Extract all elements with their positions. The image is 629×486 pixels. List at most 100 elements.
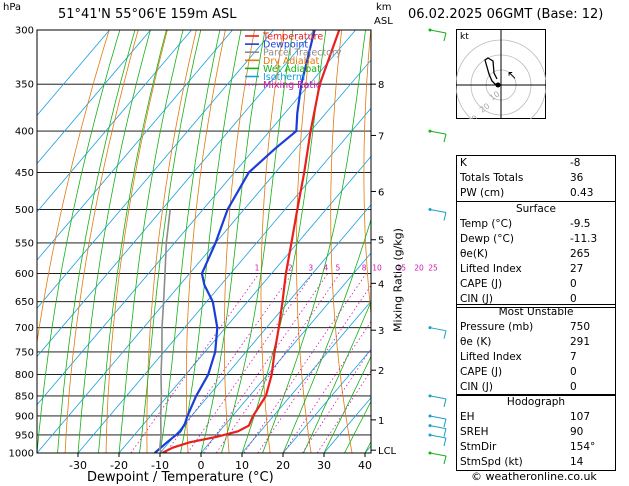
pressure-unit-label: hPa	[3, 2, 22, 13]
height-tick-label: 3	[378, 326, 384, 337]
wet-adiabat	[282, 218, 371, 453]
x-tick-label: 40	[358, 459, 372, 472]
surface-title: Surface	[515, 203, 556, 215]
wet-adiabat	[180, 30, 242, 453]
pw-label: PW (cm)	[460, 187, 505, 199]
surface-table: Surface Temp (°C) -9.5 Dewp (°C) -11.3 θe(…	[456, 201, 616, 308]
pressure-tick-label: 300	[15, 26, 34, 37]
isotherm	[241, 300, 371, 453]
dry-adiabat	[185, 30, 226, 453]
sfc-thetae-value: 265	[570, 248, 591, 260]
pressure-tick-label: 650	[15, 297, 34, 308]
wet-adiabat	[221, 30, 294, 453]
copyright-label: © weatheronline.co.uk	[471, 470, 597, 483]
mu-pressure-value: 750	[570, 321, 591, 333]
legend-label: Parcel Trajectory	[263, 48, 342, 59]
hodograph-table: Hodograph EH 107 SREH 90 StmDir 154° StmSpd…	[456, 394, 616, 471]
dry-adiabat	[260, 30, 284, 453]
km-unit-label: km	[376, 2, 392, 13]
hodo-origin-marker	[495, 82, 501, 88]
x-tick-label: -10	[151, 459, 169, 472]
sfc-cape-label: CAPE (J)	[460, 278, 503, 290]
sfc-cin-value: 0	[570, 293, 577, 305]
mixing-ratio-line	[203, 273, 329, 453]
mu-pressure-label: Pressure (mb)	[460, 321, 534, 333]
wind-barb	[443, 418, 447, 428]
totals-label: Totals Totals	[460, 172, 524, 184]
height-tick-label: 4	[378, 279, 384, 290]
wind-barb-station	[428, 433, 432, 437]
mixing-ratio-label: 1	[255, 264, 260, 273]
wind-barb	[429, 208, 447, 213]
wet-adiabat	[139, 30, 202, 453]
height-tick-label: 5	[378, 236, 384, 247]
legend-label: Wet Adiabat	[263, 64, 321, 75]
wet-adiabat	[37, 30, 121, 453]
isotherm	[77, 107, 371, 453]
wet-adiabat	[262, 30, 366, 453]
parcel-trajectory-line	[158, 209, 171, 453]
isotherm	[37, 30, 315, 358]
wind-barb-station	[428, 424, 432, 428]
x-tick-label: 20	[276, 459, 290, 472]
mixing-ratio-line	[316, 370, 371, 453]
wet-adiabat	[118, 30, 184, 453]
hodograph-title: Hodograph	[506, 396, 566, 408]
mixing-ratio-label: 20	[414, 264, 424, 273]
sfc-temp-label: Temp (°C)	[460, 218, 513, 230]
wind-barb	[443, 330, 447, 339]
isotherm	[118, 155, 371, 453]
eh-value: 107	[570, 411, 591, 423]
legend-label: Mixing Ratio	[263, 80, 322, 91]
sfc-dewp-label: Dewp (°C)	[460, 233, 514, 245]
mixing-ratio-label: 10	[372, 264, 382, 273]
wet-adiabat	[303, 300, 371, 453]
stmspd-value: 14	[570, 456, 584, 468]
wind-barb	[429, 327, 447, 332]
wet-adiabat	[344, 400, 371, 453]
stmdir-value: 154°	[570, 441, 596, 453]
wind-barb	[443, 32, 447, 42]
x-tick-label: 10	[235, 459, 249, 472]
mixing-ratio-line	[215, 273, 341, 453]
x-tick-label: 30	[317, 459, 331, 472]
sfc-temp-value: -9.5	[570, 218, 591, 230]
dry-adiabat	[105, 30, 168, 453]
k-index-label: K	[460, 157, 467, 169]
mu-cape-value: 0	[570, 366, 577, 378]
dry-adiabat	[223, 30, 255, 453]
totals-value: 36	[570, 172, 584, 184]
height-tick-label: 1	[378, 416, 384, 427]
pressure-tick-label: 600	[15, 269, 34, 280]
k-index-value: -8	[570, 157, 581, 169]
mixing-ratio-label: 2	[288, 264, 293, 273]
mu-thetae-value: 291	[570, 336, 591, 348]
isotherm	[37, 30, 110, 116]
hodograph-panel: kt 10 20 30 ↖	[456, 29, 546, 119]
isotherm	[37, 30, 356, 406]
mu-li-label: Lifted Index	[460, 351, 522, 363]
pressure-tick-label: 400	[15, 127, 34, 138]
wind-barb-station	[428, 207, 432, 211]
pressure-tick-label: 450	[15, 168, 34, 179]
pressure-tick-label: 800	[15, 370, 34, 381]
wet-adiabat	[77, 30, 151, 453]
pressure-tick-label: 750	[15, 347, 34, 358]
wind-barb-station	[428, 394, 432, 398]
mixing-ratio-label: 8	[362, 264, 367, 273]
isotherm	[37, 30, 233, 261]
legend-label: Isotherm	[263, 72, 305, 83]
mixing-ratio-label: 5	[336, 264, 341, 273]
stmspd-label: StmSpd (kt)	[460, 456, 523, 468]
sfc-li-label: Lifted Index	[460, 263, 522, 275]
wind-barb	[429, 29, 447, 34]
sfc-cin-label: CIN (J)	[460, 293, 493, 305]
x-axis-title: Dewpoint / Temperature (°C)	[87, 470, 274, 485]
mu-cin-value: 0	[570, 381, 577, 393]
wind-barb	[429, 452, 447, 457]
sreh-label: SREH	[460, 426, 489, 438]
x-tick-label: -30	[69, 459, 87, 472]
isotherm	[200, 252, 371, 453]
mixing-ratio-line	[302, 347, 371, 453]
wind-barb	[429, 434, 447, 439]
